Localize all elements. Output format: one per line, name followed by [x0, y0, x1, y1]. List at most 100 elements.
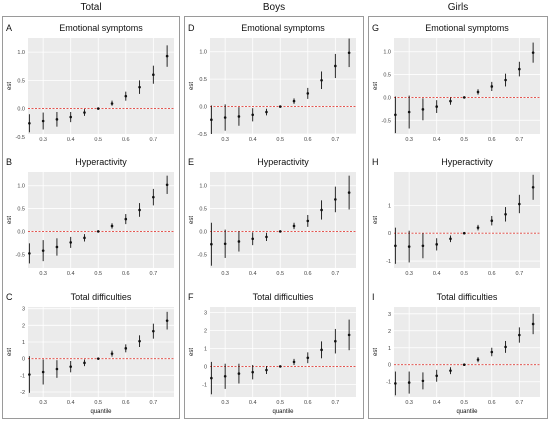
data-point [223, 116, 227, 119]
y-tick-label: 0.5 [199, 207, 207, 213]
panel-d: D Emotional symptoms 0.3 0.4 0.5 0.6 0.7 -0.5 0.… [188, 23, 356, 143]
x-axis-label: quantile [272, 409, 294, 415]
column-girls-frame [368, 16, 548, 419]
data-point [110, 352, 114, 355]
plot-background [394, 307, 540, 397]
x-tick-label: 0.5 [94, 400, 102, 406]
data-point [421, 244, 425, 248]
data-point [278, 230, 282, 233]
plot-background [394, 38, 540, 134]
y-tick-label: 1.0 [17, 50, 25, 56]
x-tick-label: 0.5 [460, 137, 468, 143]
data-point [306, 92, 310, 95]
data-point [69, 241, 72, 244]
data-point [96, 230, 100, 233]
y-tick-label: 3 [388, 312, 391, 318]
panel-h: H Hyperactivity 0.3 0.4 0.5 0.6 0.7 -1 0 1 est [372, 157, 540, 277]
data-point [292, 99, 296, 103]
panel-letter: A [6, 23, 12, 33]
x-tick-label: 0.6 [488, 400, 496, 406]
data-point [96, 107, 100, 110]
data-point [421, 379, 425, 383]
data-point [320, 78, 323, 82]
y-axis-label: est [189, 216, 195, 224]
y-tick-label: 0.5 [383, 73, 391, 79]
y-axis-label: est [189, 348, 195, 356]
panel-letter: E [188, 157, 194, 167]
data-point [265, 110, 268, 114]
panel-title: Total difficulties [71, 292, 132, 302]
x-tick-label: 0.6 [122, 137, 130, 143]
panel-e: E Hyperactivity 0.3 0.4 0.5 0.6 0.7 -0.5 0.0 0.5 1… [188, 157, 356, 277]
y-tick-label: -2 [20, 390, 25, 396]
x-tick-label: 0.4 [249, 400, 257, 406]
data-point [490, 85, 494, 88]
x-tick-label: 0.5 [460, 400, 468, 406]
data-point [476, 226, 480, 229]
panel-c: C Total difficulties 0.3 0.4 0.5 0.6 0.7 -2 -1 0 1… [6, 292, 174, 415]
data-point [83, 111, 86, 114]
data-point [28, 121, 31, 125]
y-tick-label: 0.0 [383, 95, 391, 101]
y-tick-label: -0.5 [198, 132, 207, 138]
panel-title: Hyperactivity [257, 157, 309, 167]
data-point [28, 373, 31, 376]
data-point [462, 231, 466, 235]
x-tick-label: 0.4 [433, 400, 441, 406]
x-tick-label: 0.6 [488, 271, 496, 277]
y-tick-label: 0 [388, 231, 391, 237]
data-point [138, 85, 141, 89]
x-tick-label: 0.5 [460, 271, 468, 277]
data-point [278, 105, 282, 108]
data-point [237, 115, 241, 118]
data-point [504, 212, 507, 216]
data-point [152, 329, 155, 333]
data-point [251, 237, 254, 241]
x-tick-label: 0.5 [94, 271, 102, 277]
x-tick-label: 0.3 [221, 137, 229, 143]
data-point [237, 240, 241, 243]
plot-background [394, 172, 540, 268]
panel-i: I Total difficulties 0.3 0.4 0.5 0.6 0.7 -1 0 1 2 3… [372, 292, 540, 415]
data-point [490, 350, 494, 354]
panel-a: A Emotional symptoms 0.3 0.4 0.5 0.6 0.7 -0.5 0.… [6, 23, 174, 143]
data-point [69, 115, 72, 119]
data-point [320, 348, 323, 352]
data-point [110, 224, 114, 228]
y-tick-label: -0.5 [16, 252, 25, 258]
x-tick-label: 0.6 [304, 137, 312, 143]
column-total-frame [2, 16, 180, 419]
y-axis-label: est [373, 348, 379, 356]
data-point [124, 94, 128, 98]
data-point [306, 356, 310, 360]
data-point [83, 236, 86, 240]
data-point [278, 365, 282, 368]
panel-letter: D [188, 23, 195, 33]
data-point [251, 370, 254, 374]
y-tick-label: 1 [388, 346, 391, 352]
data-point [476, 90, 480, 94]
data-point [531, 51, 535, 54]
data-point [435, 374, 438, 378]
y-tick-label: 3 [22, 307, 25, 313]
data-point [138, 339, 141, 343]
y-tick-label: -1 [20, 373, 25, 379]
data-point [96, 357, 100, 360]
x-tick-label: 0.4 [67, 400, 75, 406]
data-point [292, 360, 296, 364]
data-point [394, 382, 397, 385]
x-tick-label: 0.7 [150, 271, 158, 277]
y-axis-label: est [373, 82, 379, 90]
x-axis-label: quantile [90, 409, 112, 415]
data-point [210, 118, 213, 122]
y-axis-label: est [373, 216, 379, 224]
panel-letter: I [372, 292, 375, 302]
y-tick-label: 1.0 [383, 50, 391, 56]
plot-background [28, 172, 174, 268]
data-point [124, 217, 128, 221]
x-tick-label: 0.4 [433, 137, 441, 143]
x-tick-label: 0.3 [221, 400, 229, 406]
x-axis-label: quantile [456, 409, 478, 415]
x-tick-label: 0.4 [433, 271, 441, 277]
plot-background [210, 307, 356, 397]
